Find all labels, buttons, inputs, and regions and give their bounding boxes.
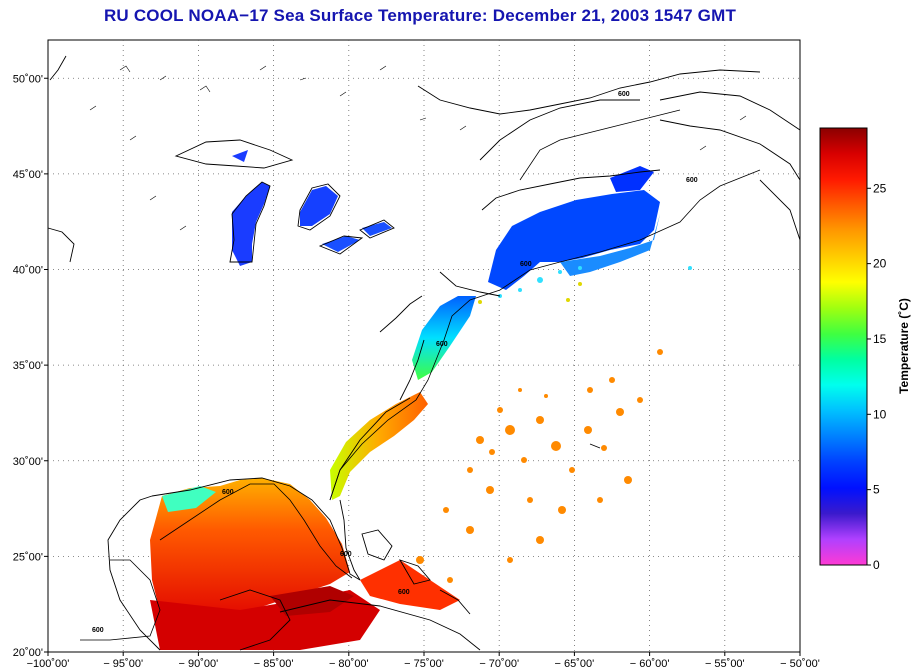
mid-atlantic-sst: [412, 296, 476, 380]
bahamas-island-3: [439, 589, 471, 615]
gulf-of-maine-sst: [488, 190, 660, 290]
colorbar-scale: [819, 127, 868, 566]
lake-michigan-outline: [229, 181, 271, 263]
florida-east-coast: [339, 499, 361, 581]
bahamas-island-1: [361, 529, 393, 561]
shelf-sst: [560, 214, 660, 276]
scatter-yellow: [478, 282, 582, 304]
lat-tick-label: 25˚00': [13, 551, 43, 563]
isobath-gulf: [159, 483, 353, 579]
isobath-label: 600: [92, 627, 104, 634]
lake-huron-sst: [300, 186, 338, 226]
small-lakes: [89, 65, 747, 231]
isobath-bay-campeche: [80, 559, 161, 641]
isobath-label: 600: [222, 489, 234, 496]
lake-michigan-sst: [232, 182, 270, 266]
mexico-coast: [107, 495, 161, 651]
lat-tick-label: 40˚00': [13, 265, 43, 277]
florida-straits-sst: [270, 586, 354, 616]
lon-tick-label: − 95˚00': [103, 658, 143, 670]
isobath-laurentian: [519, 109, 681, 181]
lon-tick-label: − 55˚00': [705, 658, 745, 670]
st-lawrence-north: [417, 69, 761, 115]
scatter-cyan: [498, 266, 692, 298]
isobath-label: 600: [398, 589, 410, 596]
lat-tick-label: 30˚00': [13, 456, 43, 468]
lon-tick-label: − 50˚00': [780, 658, 820, 670]
lake-erie-outline: [318, 235, 364, 255]
gulf-of-mexico-sst: [150, 478, 350, 626]
lon-tick-label: − 65˚00': [555, 658, 595, 670]
new-jersey-coast: [379, 295, 423, 333]
coast-north-shore: [49, 55, 67, 81]
newfoundland-east: [659, 119, 801, 181]
lat-tick-label: 45˚00': [13, 169, 43, 181]
lat-tick-label: 50˚00': [13, 73, 43, 85]
map-axes: 20˚00' 25˚00' 30˚00' 35˚00' 40˚00' 45˚00' 50˚0…: [13, 73, 820, 670]
isobath-label: 600: [340, 551, 352, 558]
lake-ontario-sst: [362, 222, 392, 236]
lake-erie-sst: [322, 236, 360, 252]
isobath-label: 600: [618, 91, 630, 98]
newfoundland-north: [659, 91, 801, 131]
open-ocean-scatter: [416, 349, 663, 583]
colorbar-tick-label: 20: [873, 257, 887, 271]
new-england-shore: [439, 271, 501, 297]
lon-tick-label: − 85˚00': [254, 658, 294, 670]
sst-data-layer: [150, 150, 692, 650]
labrador-coast: [479, 99, 640, 161]
lon-tick-label: −100˚00': [27, 658, 70, 670]
colorbar: 0 5 10 15 20 25 Temperature (˚C): [819, 127, 911, 572]
lat-tick-label: 35˚00': [13, 360, 43, 372]
yucatan-coast: [219, 589, 291, 651]
southeast-shelf-sst: [330, 392, 428, 500]
lon-tick-label: − 90˚00': [179, 658, 219, 670]
maine-coast: [481, 169, 661, 211]
colorbar-tick-label: 0: [873, 558, 880, 572]
colorbar-tick-label: 5: [873, 483, 880, 497]
grand-banks-edge: [759, 179, 801, 241]
lake-superior-outline: [174, 139, 294, 169]
isobath-label: 600: [686, 177, 698, 184]
colorbar-tick-label: 10: [873, 407, 887, 421]
lon-tick-label: − 80˚00': [329, 658, 369, 670]
cuba-coast: [279, 599, 481, 651]
lake-huron-outline: [297, 183, 341, 231]
lat-tick-label: 20˚00': [13, 647, 43, 659]
lon-tick-label: − 75˚00': [404, 658, 444, 670]
isobath-label: 600: [436, 341, 448, 348]
bahamas-island-2: [399, 559, 431, 585]
lon-tick-label: − 60˚00': [630, 658, 670, 670]
coast-northwest: [47, 227, 75, 263]
colorbar-tick-label: 15: [873, 332, 887, 346]
isobath-contours: [80, 109, 761, 641]
bahamas-sst: [360, 560, 460, 610]
colorbar-tick-label: 25: [873, 181, 887, 195]
florida-west-coast: [289, 485, 361, 581]
carolina-coast: [399, 339, 425, 401]
isobath-atlantic-shelf: [329, 169, 761, 501]
nova-scotia-sst: [610, 166, 654, 192]
lake-ontario-outline: [359, 219, 395, 239]
map-title: RU COOL NOAA−17 Sea Surface Temperature:…: [103, 6, 737, 25]
colorbar-ticks: 0 5 10 15 20 25: [867, 181, 887, 572]
isobath-labels: 600 600 600 600 600 600 600 600: [92, 91, 698, 634]
bermuda: [589, 443, 601, 449]
lake-superior-sst: [232, 150, 248, 162]
isobath-label: 600: [520, 261, 532, 268]
lon-tick-label: − 70˚00': [479, 658, 519, 670]
gulf-north-coast: [151, 477, 291, 497]
colorbar-title: Temperature (˚C): [897, 298, 911, 394]
